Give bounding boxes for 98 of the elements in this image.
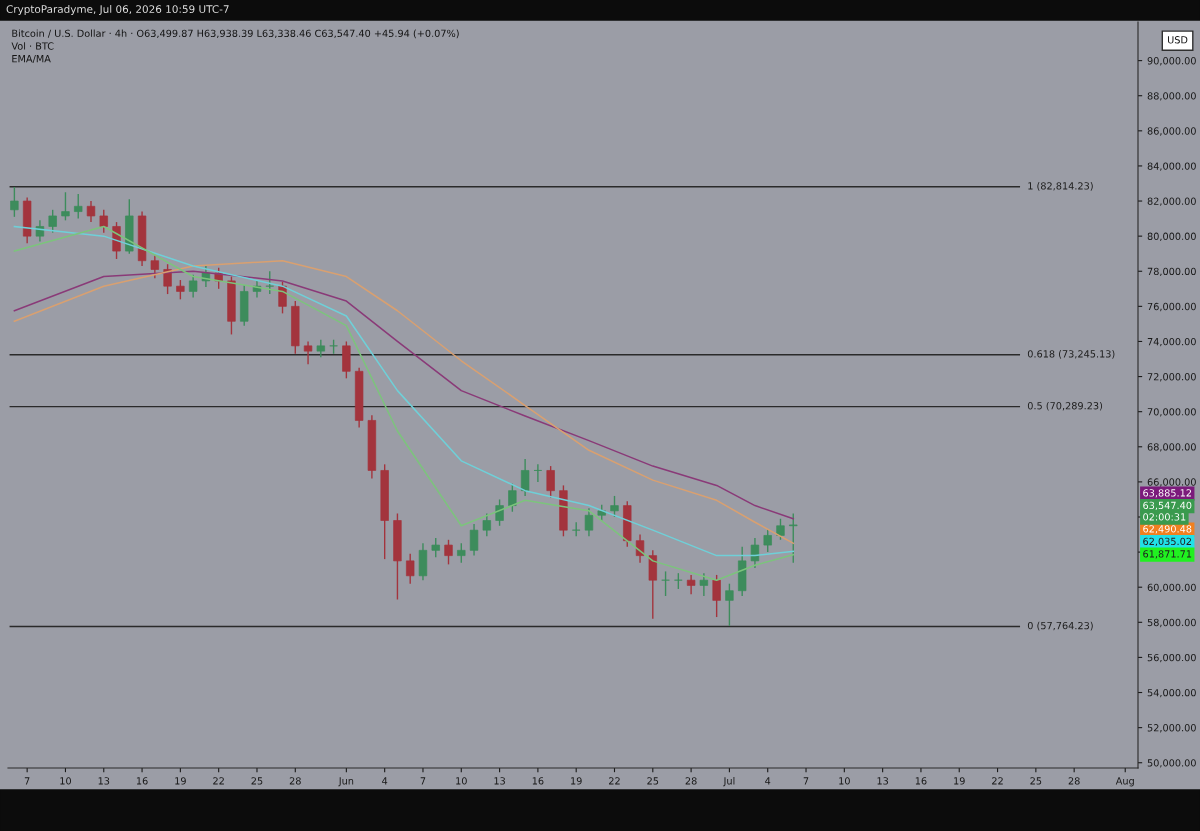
candlestick — [635, 533, 645, 564]
x-tick-label: 25 — [647, 777, 659, 785]
candlestick — [265, 270, 274, 295]
candlestick — [444, 539, 453, 566]
x-tick-label: 25 — [1030, 777, 1042, 785]
candlestick — [406, 553, 415, 585]
x-tick-label: 10 — [60, 777, 71, 785]
y-tick-label: 76,000.00 — [1147, 302, 1196, 312]
y-tick-label: 72,000.00 — [1147, 373, 1196, 382]
candlestick — [546, 465, 555, 499]
y-tick-label: 66,000.00 — [1147, 478, 1196, 487]
text: 63,885.12 — [1143, 489, 1192, 498]
candlestick — [661, 570, 670, 597]
candlestick — [584, 507, 594, 537]
x-tick-label: 19 — [175, 777, 186, 785]
x-tick-label: 7 — [24, 777, 30, 785]
x-tick-label: 7 — [803, 777, 809, 785]
candlestick — [457, 542, 466, 564]
candlestick — [776, 518, 785, 541]
ref-line-label: 0 (57,764.23) — [1027, 621, 1093, 631]
x-tick-label: 28 — [1068, 777, 1080, 785]
candlestick — [61, 191, 70, 222]
candlestick — [725, 582, 734, 627]
x-tick-label: 13 — [877, 777, 889, 785]
x-tick-label: 16 — [915, 777, 927, 785]
annotation: EMA/MA — [12, 55, 51, 64]
x-tick-label: 19 — [571, 777, 582, 785]
text: USD — [1168, 36, 1188, 44]
candlestick — [86, 200, 96, 223]
text: 62,490.48 — [1143, 525, 1192, 534]
candlestick — [520, 458, 530, 497]
text: 61,871.71 — [1143, 550, 1192, 559]
candlestick — [495, 498, 504, 527]
y-tick-label: 78,000.00 — [1147, 267, 1196, 277]
x-tick-label: 19 — [954, 777, 965, 785]
candlestick — [712, 574, 721, 618]
text: Bitcoin / U.S. Dollar · 4h · O63,499.87 H63,938.39 L63,338.46 C63,547.40 +45.94 (+0.07%) — [12, 29, 459, 39]
chart-subtitle: CryptoParadyme, Jul 06, 2026 10:59 UTC-7 — [6, 4, 229, 16]
candlestick — [572, 521, 581, 537]
y-tick-label: 82,000.00 — [1147, 197, 1196, 206]
candlestick — [482, 512, 491, 537]
x-tick-label: 22 — [213, 777, 224, 785]
annotation: Vol · BTC — [11, 42, 54, 50]
candlestick — [533, 463, 543, 483]
candlestick — [686, 574, 696, 595]
y-tick-label: 90,000.00 — [1147, 57, 1196, 66]
x-tick-label: 16 — [136, 777, 148, 785]
y-tick-label: 60,000.00 — [1147, 583, 1196, 593]
x-tick-label: Jul — [723, 777, 735, 787]
candlestick — [48, 209, 57, 234]
candlestick — [763, 528, 772, 553]
x-tick-label: 16 — [532, 777, 544, 785]
y-tick-label: 50,000.00 — [1147, 759, 1196, 768]
x-tick-label: 13 — [494, 777, 505, 785]
y-tick-label: 52,000.00 — [1147, 724, 1196, 733]
y-tick-label: 86,000.00 — [1147, 127, 1196, 136]
y-tick-label: 84,000.00 — [1147, 162, 1196, 171]
candlestick — [699, 572, 709, 597]
y-tick-label: 54,000.00 — [1147, 689, 1196, 698]
text: 02:00:31 — [1143, 513, 1186, 521]
candlestick — [150, 254, 160, 279]
x-tick-label: 10 — [456, 777, 467, 785]
x-tick-label: 25 — [251, 777, 263, 785]
candlestick — [188, 274, 198, 299]
candlestick — [74, 193, 83, 220]
x-tick-label: 10 — [839, 777, 850, 785]
x-tick-label: 28 — [289, 777, 301, 785]
x-tick-label: 4 — [765, 777, 771, 785]
ref-line-label: 0.5 (70,289.23) — [1027, 401, 1103, 411]
candlestick — [750, 537, 760, 569]
y-tick-label: 70,000.00 — [1147, 408, 1196, 417]
candlestick — [99, 209, 108, 234]
y-tick-label: 80,000.00 — [1147, 232, 1196, 241]
ref-line-label: 1 (82,814.23) — [1028, 182, 1093, 191]
text: 63,547.40 — [1143, 501, 1192, 511]
x-tick-label: 28 — [685, 777, 697, 785]
y-tick-label: 88,000.00 — [1147, 92, 1196, 101]
x-tick-label: 22 — [992, 777, 1003, 785]
x-tick-label: 4 — [382, 777, 388, 785]
candlestick — [431, 537, 440, 559]
x-tick-label: Aug — [1115, 777, 1134, 787]
x-tick-label: 7 — [420, 777, 426, 785]
x-tick-label: 22 — [609, 777, 620, 785]
y-tick-label: 56,000.00 — [1147, 653, 1196, 663]
candlestick — [10, 186, 19, 218]
text: 62,035.02 — [1143, 537, 1192, 547]
y-tick-label: 58,000.00 — [1147, 618, 1196, 628]
x-tick-label: Jun — [338, 777, 354, 787]
ref-line-label: 0.618 (73,245.13) — [1027, 350, 1115, 359]
candlestick — [278, 281, 287, 315]
y-tick-label: 68,000.00 — [1147, 443, 1196, 452]
candlestick — [789, 512, 798, 564]
candlestick — [176, 279, 185, 301]
candlestick — [303, 340, 313, 365]
candlestick — [610, 495, 619, 518]
x-tick-label: 13 — [98, 777, 110, 785]
y-tick-label: 74,000.00 — [1147, 337, 1196, 347]
candlestick — [469, 523, 479, 557]
